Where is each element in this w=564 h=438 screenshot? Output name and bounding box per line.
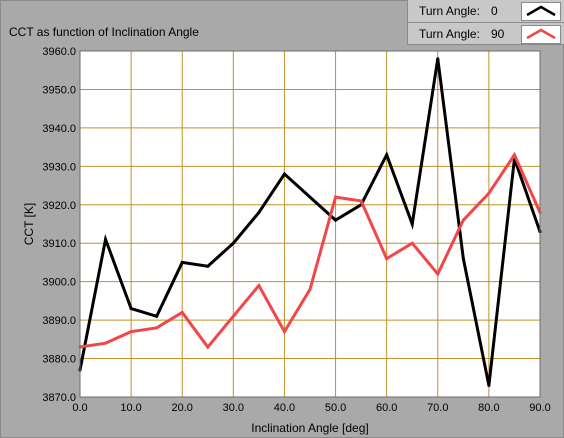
legend-item-turn-angle-0[interactable]: Turn Angle: 0 — [408, 0, 564, 22]
data-point — [257, 284, 261, 288]
data-point — [206, 264, 210, 268]
data-point — [231, 241, 235, 245]
data-point — [155, 314, 159, 318]
plot-background — [80, 51, 540, 397]
y-tick-label: 3880.0 — [42, 354, 76, 366]
data-point — [206, 345, 210, 349]
data-point — [512, 153, 516, 157]
data-point — [308, 195, 312, 199]
x-tick-label: 70.0 — [427, 402, 448, 414]
data-point — [180, 260, 184, 264]
x-tick-label: 60.0 — [376, 402, 397, 414]
y-tick-label: 3870.0 — [42, 392, 76, 404]
data-point — [359, 199, 363, 203]
data-point — [308, 287, 312, 291]
y-tick-label: 3910.0 — [42, 238, 76, 250]
data-point — [129, 330, 133, 334]
x-tick-label: 20.0 — [172, 402, 193, 414]
legend-value: 90 — [491, 27, 505, 41]
y-tick-label: 3940.0 — [42, 123, 76, 135]
legend-line-icon — [526, 5, 556, 17]
x-axis-label: Inclination Angle [deg] — [251, 421, 368, 435]
x-tick-label: 50.0 — [325, 402, 346, 414]
data-point — [385, 153, 389, 157]
y-tick-label: 3930.0 — [42, 161, 76, 173]
y-tick-label: 3890.0 — [42, 315, 76, 327]
data-point — [282, 330, 286, 334]
y-axis-label: CCT [K] — [22, 203, 36, 245]
grid — [80, 51, 540, 397]
data-point — [257, 210, 261, 214]
data-point — [334, 218, 338, 222]
legend-label: Turn Angle: — [419, 27, 480, 41]
data-point — [461, 257, 465, 261]
data-point — [155, 326, 159, 330]
data-point — [334, 195, 338, 199]
y-tick-label: 3920.0 — [42, 200, 76, 212]
legend-swatch-icon[interactable] — [521, 25, 561, 44]
x-tick-label: 30.0 — [223, 402, 244, 414]
x-tick-label: 40.0 — [274, 402, 295, 414]
data-point — [129, 307, 133, 311]
data-point — [231, 314, 235, 318]
data-point — [487, 383, 491, 387]
x-tick-label: 10.0 — [120, 402, 141, 414]
data-point — [282, 172, 286, 176]
data-point — [104, 237, 108, 241]
legend: Turn Angle: 0 Turn Angle: 90 — [407, 0, 564, 45]
data-point — [436, 57, 440, 61]
data-point — [180, 310, 184, 314]
data-point — [385, 257, 389, 261]
y-tick-label: 3900.0 — [42, 277, 76, 289]
data-point — [410, 222, 414, 226]
chart-title: CCT as function of Inclination Angle — [9, 25, 199, 39]
x-tick-label: 80.0 — [478, 402, 499, 414]
x-tick-label: 90.0 — [529, 402, 550, 414]
legend-swatch-icon[interactable] — [521, 2, 561, 21]
tick-labels: 0.0 10.0 20.0 30.0 40.0 50.0 60.0 70.0 80.0 90.0 3… — [42, 46, 550, 414]
data-point — [461, 218, 465, 222]
legend-label: Turn Angle: — [419, 4, 480, 18]
data-point — [436, 272, 440, 276]
data-point — [487, 191, 491, 195]
legend-value: 0 — [491, 4, 498, 18]
y-tick-label: 3950.0 — [42, 84, 76, 96]
legend-line-icon — [526, 28, 556, 40]
legend-item-turn-angle-90[interactable]: Turn Angle: 90 — [408, 22, 564, 45]
data-point — [410, 241, 414, 245]
plot-border — [79, 50, 541, 398]
y-tick-label: 3960.0 — [42, 46, 76, 58]
x-tick-label: 0.0 — [72, 402, 87, 414]
data-point — [104, 341, 108, 345]
